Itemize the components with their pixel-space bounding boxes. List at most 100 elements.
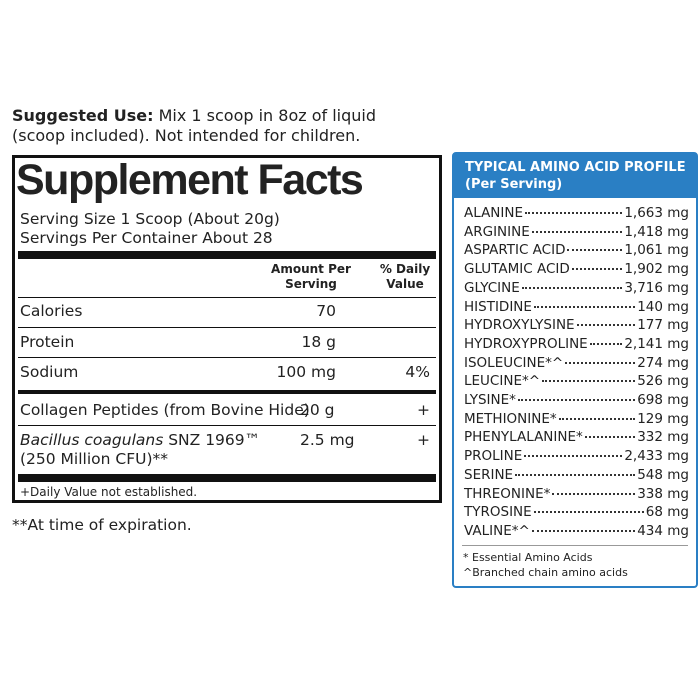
amino-row: TYROSINE 68 mg <box>464 504 689 520</box>
amino-rule <box>462 545 688 546</box>
leader <box>533 511 644 514</box>
row-amount: 20 g <box>300 401 335 419</box>
amino-amount: 1,418 mg <box>624 223 689 240</box>
column-header: % Daily Value <box>379 262 431 291</box>
row-name: Collagen Peptides (from Bovine Hide) <box>20 401 310 419</box>
leader <box>589 342 623 345</box>
amino-row: LEUCINE*^ 526 mg <box>464 373 689 389</box>
amino-row: ASPARTIC ACID 1,061 mg <box>464 242 689 258</box>
row-amount: 2.5 mg <box>300 431 355 449</box>
thin-rule <box>18 425 436 426</box>
amino-amount: 129 mg <box>637 410 689 427</box>
amino-name: ASPARTIC ACID <box>464 242 566 259</box>
amino-name: ALANINE <box>464 205 524 221</box>
amino-name: SERINE <box>464 466 514 483</box>
row-name: Calories <box>20 302 83 320</box>
amino-amount: 2,141 mg <box>624 335 689 352</box>
amino-row: VALINE*^ 434 mg <box>464 523 689 539</box>
row-name-italic: Bacillus coagulans <box>20 431 164 449</box>
amino-amount: 338 mg <box>637 485 689 502</box>
amino-subtitle: (Per Serving) <box>465 177 563 192</box>
suggested-use-text: Mix 1 scoop in 8oz of liquid <box>158 106 377 125</box>
amino-row: PROLINE 2,433 mg <box>464 448 689 464</box>
leader <box>571 268 623 271</box>
amino-name: VALINE*^ <box>464 522 530 539</box>
amino-row: ISOLEUCINE*^ 274 mg <box>464 355 689 371</box>
row-amount: 70 <box>316 302 336 320</box>
amino-amount: 548 mg <box>637 466 689 483</box>
facts-box <box>12 155 442 503</box>
column-header: Amount Per Serving <box>271 262 351 291</box>
row-name-line2: (250 Million CFU)** <box>20 450 169 468</box>
amino-row: HYDROXYPROLINE 2,141 mg <box>464 336 689 352</box>
row-daily-value: 4% <box>405 363 430 381</box>
leader <box>558 417 636 420</box>
amino-row: LYSINE* 698 mg <box>464 392 689 408</box>
amino-name: PROLINE <box>464 448 523 465</box>
amino-name: TYROSINE <box>464 504 532 521</box>
amino-amount: 68 mg <box>645 504 689 521</box>
amino-name: ARGININE <box>464 223 530 240</box>
row-name-text: SNZ 1969™ <box>168 431 261 449</box>
amino-name: GLYCINE <box>464 279 520 296</box>
row-name: Sodium <box>20 363 79 381</box>
amino-name: HYDROXYPROLINE <box>464 335 588 352</box>
row-daily-value: + <box>417 431 430 449</box>
thin-rule <box>18 357 436 358</box>
leader <box>552 492 636 495</box>
row-name: Protein <box>20 333 75 351</box>
row-amount: 100 mg <box>276 363 336 381</box>
amino-row: SERINE 548 mg <box>464 467 689 483</box>
amino-name: GLUTAMIC ACID <box>464 261 570 278</box>
leader <box>515 473 636 476</box>
thin-rule <box>18 297 436 298</box>
amino-row: ALANINE 1,663 mg <box>464 205 689 221</box>
amino-amount: 177 mg <box>637 317 689 334</box>
thick-rule <box>18 474 436 482</box>
amino-name: HISTIDINE <box>464 298 532 315</box>
facts-title: Supplement Facts <box>16 156 364 204</box>
amino-footnote: ^Branched chain amino acids <box>463 566 628 579</box>
amino-row: GLYCINE 3,716 mg <box>464 280 689 296</box>
row-daily-value: + <box>417 401 430 419</box>
amino-name: ISOLEUCINE*^ <box>464 354 564 371</box>
leader <box>525 212 623 214</box>
amino-amount: 140 mg <box>637 298 689 315</box>
amino-amount: 434 mg <box>637 522 689 539</box>
amino-title: TYPICAL AMINO ACID PROFILE <box>465 160 686 175</box>
servings-per-container: Servings Per Container About 28 <box>20 229 273 247</box>
leader <box>517 399 636 401</box>
serving-size: Serving Size 1 Scoop (About 20g) <box>20 210 280 228</box>
amino-name: LYSINE* <box>464 392 516 408</box>
thin-rule <box>18 327 436 328</box>
leader <box>567 249 623 252</box>
amino-name: LEUCINE*^ <box>464 373 541 390</box>
amino-amount: 1,061 mg <box>624 242 689 259</box>
amino-name: THREONINE* <box>464 485 551 502</box>
leader <box>533 305 636 308</box>
leader <box>565 361 636 364</box>
amino-name: PHENYLALANINE* <box>464 429 583 446</box>
amino-row: METHIONINE* 129 mg <box>464 411 689 427</box>
amino-amount: 3,716 mg <box>624 279 689 296</box>
facts-footnote: +Daily Value not established. <box>20 485 198 499</box>
suggested-use-label: Suggested Use: <box>12 106 154 125</box>
amino-row: HYDROXYLYSINE 177 mg <box>464 317 689 333</box>
amino-row: HISTIDINE 140 mg <box>464 299 689 315</box>
amino-amount: 332 mg <box>637 429 689 446</box>
suggested-use-text: (scoop included). Not intended for child… <box>12 126 361 145</box>
leader <box>542 380 636 383</box>
suggested-use: Suggested Use: Mix 1 scoop in 8oz of liq… <box>12 106 376 125</box>
leader <box>531 529 636 532</box>
amino-amount: 1,902 mg <box>624 261 689 278</box>
thick-rule <box>18 251 436 259</box>
row-name: Bacillus coagulans SNZ 1969™ <box>20 431 260 449</box>
leader <box>521 286 623 289</box>
note: **At time of expiration. <box>12 516 192 534</box>
leader <box>524 455 623 458</box>
amino-name: HYDROXYLYSINE <box>464 317 575 334</box>
amino-name: METHIONINE* <box>464 410 557 427</box>
row-amount: 18 g <box>301 333 337 351</box>
amino-footnote: * Essential Amino Acids <box>463 551 593 564</box>
amino-panel <box>452 152 698 588</box>
